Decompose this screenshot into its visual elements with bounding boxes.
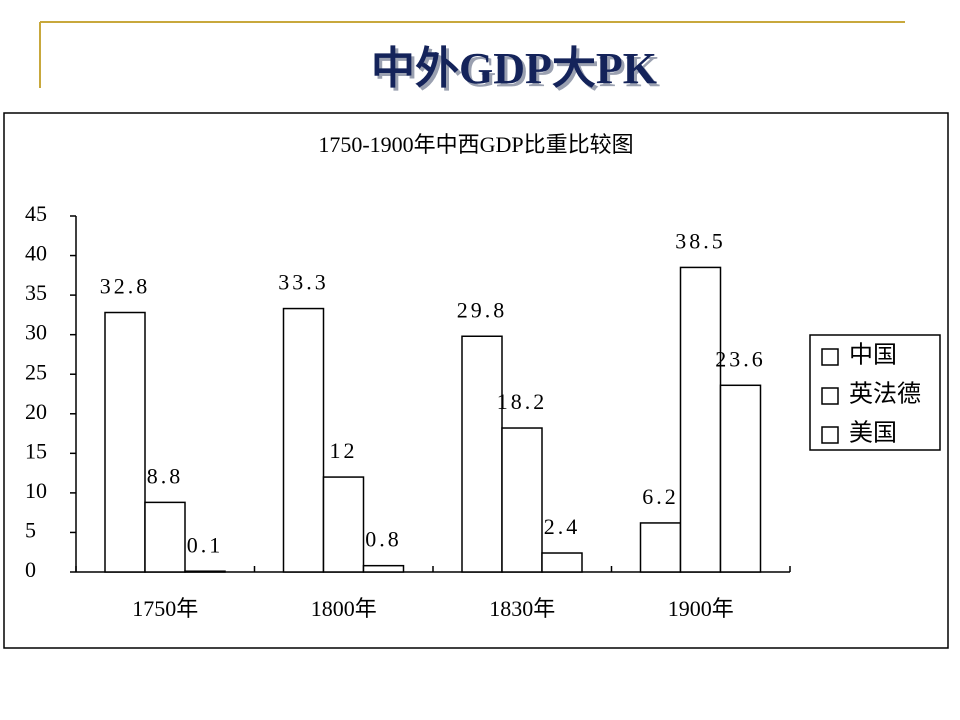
- value-label: 23.6: [715, 346, 766, 371]
- y-tick-label: 45: [25, 201, 47, 226]
- bar: [144, 501, 186, 573]
- y-tick-label: 25: [25, 359, 47, 384]
- legend-label: 中国: [849, 342, 897, 369]
- bar: [541, 552, 583, 573]
- chart-title: 1750-1900年中西GDP比重比较图: [318, 132, 633, 157]
- legend-swatch: [821, 348, 839, 366]
- legend-swatch: [821, 426, 839, 444]
- x-tick-label: 1900年: [668, 596, 734, 621]
- legend-label: 英法德: [849, 381, 921, 408]
- y-tick-label: 15: [25, 438, 47, 463]
- bar: [322, 476, 365, 573]
- legend-swatch: [821, 387, 839, 405]
- y-tick-label: 10: [25, 478, 47, 503]
- value-label: 0.1: [187, 532, 224, 557]
- y-tick-label: 20: [25, 399, 47, 424]
- y-tick-label: 40: [25, 241, 47, 266]
- value-label: 12: [330, 438, 358, 463]
- slide-title: 中外GDP大PK: [371, 44, 657, 93]
- value-label: 8.8: [147, 463, 184, 488]
- value-label: 2.4: [544, 514, 581, 539]
- legend-label: 美国: [849, 420, 897, 447]
- bar: [679, 266, 722, 573]
- value-label: 6.2: [642, 484, 679, 509]
- slide-title-shadow: 中外GDP大PK: [374, 47, 660, 96]
- x-tick-label: 1750年: [132, 596, 198, 621]
- value-label: 33.3: [278, 270, 329, 295]
- bar: [501, 427, 543, 573]
- y-tick-label: 0: [25, 557, 36, 582]
- y-tick-label: 35: [25, 280, 47, 305]
- bar: [362, 564, 405, 573]
- bar: [104, 311, 146, 573]
- bar: [282, 307, 325, 573]
- x-tick-label: 1830年: [489, 596, 555, 621]
- bar: [639, 522, 682, 573]
- value-label: 18.2: [497, 389, 548, 414]
- bar: [184, 570, 226, 573]
- bar: [461, 335, 503, 573]
- value-label: 0.8: [365, 527, 402, 552]
- value-label: 38.5: [675, 228, 726, 253]
- y-tick-label: 30: [25, 320, 47, 345]
- y-tick-label: 5: [25, 517, 36, 542]
- bar: [719, 384, 762, 573]
- chart-frame: [3, 112, 949, 649]
- value-label: 32.8: [100, 274, 151, 299]
- value-label: 29.8: [457, 297, 508, 322]
- x-tick-label: 1800年: [311, 596, 377, 621]
